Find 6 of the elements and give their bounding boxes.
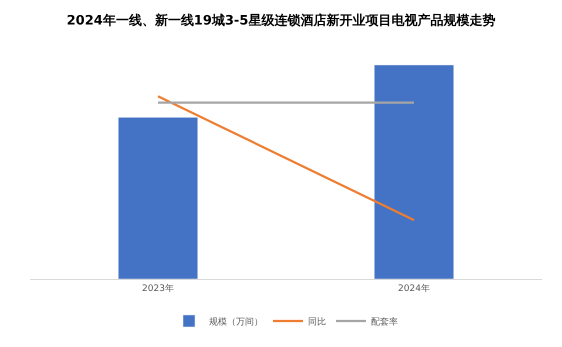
chart-title: 2024年一线、新一线19城3-5星级连锁酒店新开业项目电视产品规模走势 bbox=[66, 12, 496, 29]
legend-label: 配套率 bbox=[371, 316, 398, 328]
legend-label: 规模（万间） bbox=[209, 316, 263, 328]
legend-label: 同比 bbox=[308, 316, 326, 328]
x-tick-label: 2023年 bbox=[142, 282, 174, 294]
x-tick-label: 2024年 bbox=[398, 282, 430, 294]
